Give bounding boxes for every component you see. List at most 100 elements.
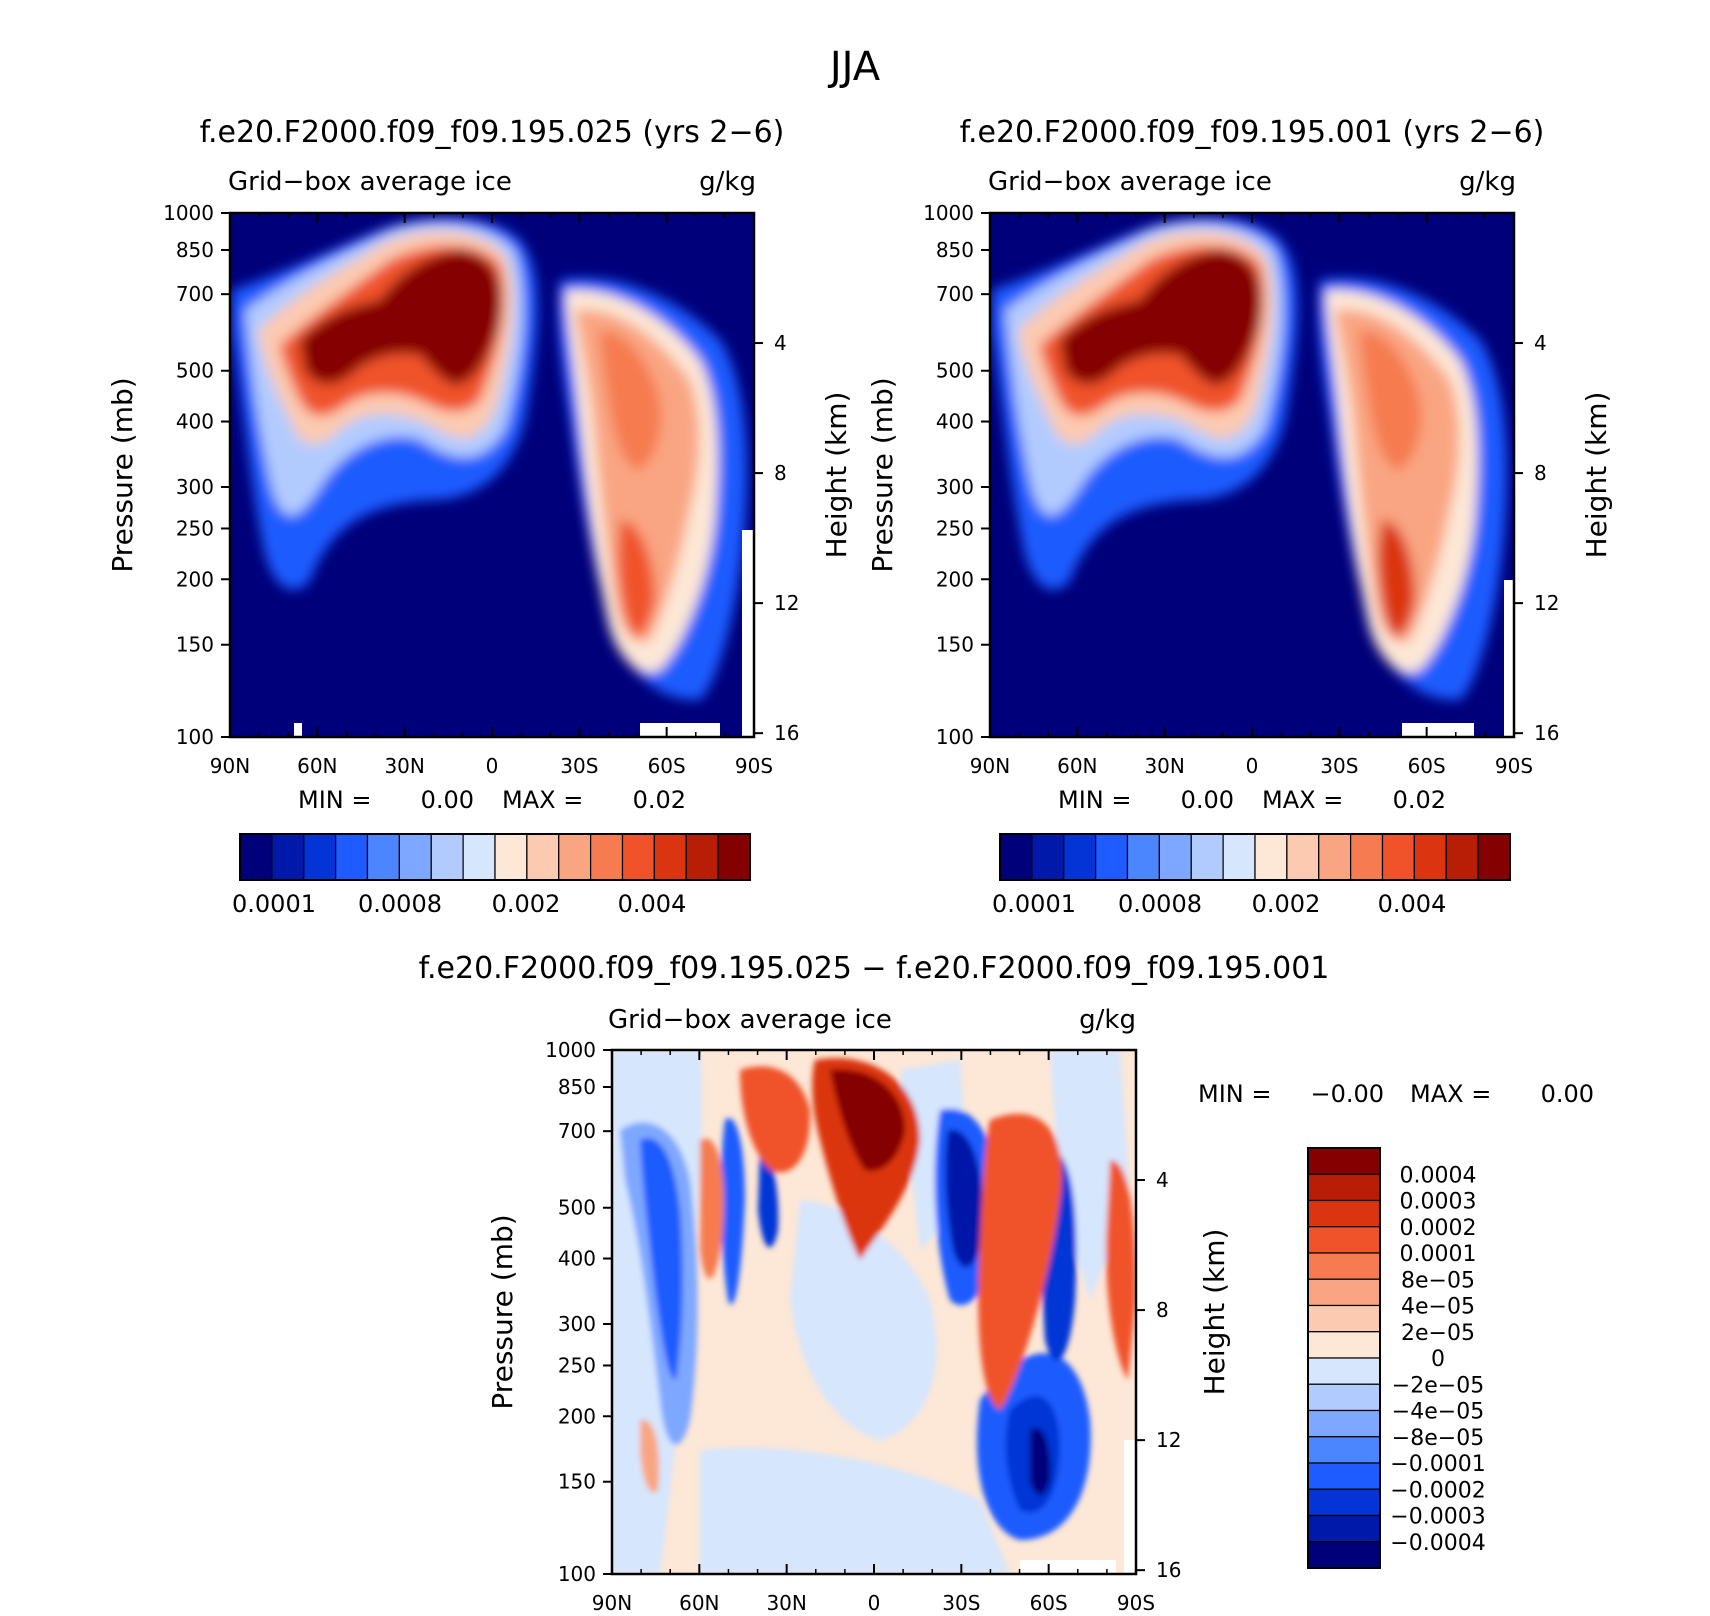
colorbar-swatch [1307,1541,1381,1569]
x-tick-label: 90N [970,754,1010,778]
panel-a-colorbar-label: 0.0008 [358,890,442,918]
y-right-tick-label: 4 [1156,1168,1169,1192]
panel-a-max-value: 0.02 [633,786,686,814]
x-tick-label: 60S [648,754,686,778]
colorbar-swatch [366,833,400,881]
colorbar-swatch [558,833,592,881]
y-tick-label: 100 [176,725,214,749]
x-tick-label: 60N [679,1591,719,1615]
panel-a-colorbar [239,833,751,881]
colorbar-swatch [1381,833,1415,881]
y-tick-label: 500 [936,359,974,383]
colorbar-swatch [1307,1357,1381,1385]
panel-c-units-label: g/kg [1079,1005,1136,1035]
panel-a-max-label: MAX = [502,786,583,814]
colorbar-label: −2e−05 [1392,1373,1484,1398]
colorbar-label: −8e−05 [1392,1426,1484,1451]
y-right-tick-label: 12 [1534,591,1559,615]
y-tick-label: 250 [936,516,974,540]
colorbar-swatch [1307,1383,1381,1412]
colorbar-swatch [1307,1488,1381,1517]
colorbar-swatch [1222,833,1256,881]
colorbar-swatch [1307,1199,1381,1228]
colorbar-swatch [271,833,305,881]
panel-c-min-label: MIN = [1198,1080,1271,1108]
panel-a-units-label: g/kg [699,167,756,197]
colorbar-swatch [685,833,719,881]
panel-b-y-axis-label: Pressure (mb) [866,377,899,572]
colorbar-swatch [1126,833,1160,881]
colorbar-swatch [398,833,432,881]
colorbar-label: 0.0001 [1400,1242,1477,1267]
panel-a-colorbar-label: 0.004 [618,890,687,918]
panel-a-min-value: 0.00 [421,786,474,814]
x-tick-label: 30N [1144,754,1184,778]
colorbar-label: 0.0004 [1400,1163,1477,1188]
colorbar-swatch [239,833,273,881]
colorbar-swatch [1307,1409,1381,1438]
panel-a-y-axis-label: Pressure (mb) [106,377,139,572]
panel-b-min-value: 0.00 [1181,786,1234,814]
colorbar-label: −0.0001 [1390,1452,1485,1477]
colorbar-swatch [621,833,655,881]
y-tick-label: 700 [176,282,214,306]
colorbar-swatch [1307,1226,1381,1254]
colorbar-label: −4e−05 [1392,1400,1484,1425]
colorbar-swatch [1286,833,1320,881]
colorbar-swatch [1318,833,1352,881]
panel-c: f.e20.F2000.f09_f09.195.025 − f.e20.F200… [419,951,1594,1615]
y-right-tick-label: 12 [1156,1428,1181,1452]
colorbar-swatch [1445,833,1479,881]
colorbar-swatch [999,833,1033,881]
colorbar-swatch [1307,1278,1381,1307]
colorbar-swatch [1307,1331,1381,1359]
y-right-tick-label: 4 [774,331,787,355]
y-tick-label: 850 [176,238,214,262]
y-tick-label: 500 [176,359,214,383]
colorbar-swatch [1063,833,1097,881]
y-tick-label: 300 [176,475,214,499]
y-tick-label: 400 [936,410,974,434]
y-tick-label: 1000 [545,1038,596,1062]
colorbar-label: 0.0003 [1400,1190,1477,1215]
x-tick-label: 30N [384,754,424,778]
colorbar-label: 0 [1431,1347,1445,1372]
x-tick-label: 60N [297,754,337,778]
colorbar-swatch [1031,833,1065,881]
y-right-tick-label: 8 [1156,1298,1169,1322]
colorbar-frame [1307,1147,1381,1569]
colorbar-swatch [526,833,560,881]
colorbar-swatch [1477,833,1511,881]
panel-b-title: f.e20.F2000.f09_f09.195.001 (yrs 2−6) [960,115,1545,150]
panel-b-colorbar-label: 0.004 [1378,890,1447,918]
x-tick-label: 30S [942,1591,980,1615]
panel-c-colorbar: 0.00040.00030.00020.00018e−054e−052e−050… [1307,1147,1486,1569]
panel-a-colorbar-label: 0.0001 [232,890,316,918]
colorbar-swatch [1254,833,1288,881]
panel-b-right-axis-label: Height (km) [1580,392,1613,559]
panel-b-axes: 100 150 200 250 300 400 500 700 850 1000 16 12 8 4 90N… [923,201,1559,778]
y-tick-label: 500 [558,1196,596,1220]
panel-b-colorbar-label: 0.0008 [1118,890,1202,918]
colorbar-swatch [1307,1436,1381,1464]
y-tick-label: 850 [558,1075,596,1099]
y-tick-label: 100 [558,1562,596,1586]
y-tick-label: 400 [558,1247,596,1271]
panel-c-title: f.e20.F2000.f09_f09.195.025 − f.e20.F200… [419,951,1330,986]
y-tick-label: 150 [176,633,214,657]
colorbar-label: 2e−05 [1401,1321,1475,1346]
y-right-tick-label: 8 [1534,461,1547,485]
panel-a-min-label: MIN = [298,786,371,814]
y-tick-label: 850 [936,238,974,262]
panel-c-right-axis-label: Height (km) [1198,1229,1231,1396]
y-tick-label: 300 [936,475,974,499]
panel-b-units-label: g/kg [1459,167,1516,197]
colorbar-swatch [1190,833,1224,881]
colorbar-swatch [1413,833,1447,881]
x-tick-label: 90N [210,754,250,778]
y-tick-label: 200 [176,567,214,591]
colorbar-label: 8e−05 [1401,1268,1475,1293]
colorbar-swatch [1350,833,1384,881]
colorbar-swatch [303,833,337,881]
